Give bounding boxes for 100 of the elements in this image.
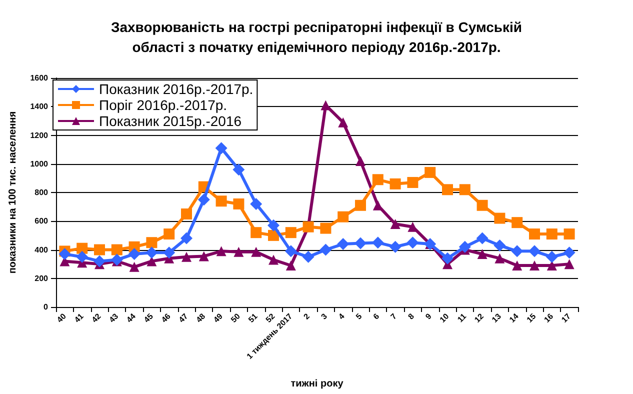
point bbox=[458, 240, 471, 253]
x-tick-label: 42 bbox=[90, 311, 104, 324]
point bbox=[546, 250, 558, 263]
point bbox=[563, 246, 576, 259]
point bbox=[234, 246, 244, 257]
x-tick-label: 7 bbox=[388, 311, 399, 322]
x-tick-label: 16 bbox=[542, 311, 556, 324]
x-tick-label: 48 bbox=[194, 311, 208, 324]
legend-label: Показник 2015р.-2016 bbox=[99, 113, 242, 129]
point bbox=[512, 217, 523, 228]
point bbox=[406, 236, 419, 249]
x-tick-label: 3 bbox=[319, 311, 330, 322]
point bbox=[58, 248, 71, 260]
point bbox=[146, 237, 158, 248]
y-tick-label: 200 bbox=[34, 274, 49, 283]
point bbox=[477, 249, 488, 260]
point bbox=[389, 240, 402, 253]
x-tick-label: 10 bbox=[438, 311, 452, 324]
y-axis-title: показники на 100 тис. населення bbox=[8, 111, 18, 274]
point bbox=[529, 228, 540, 240]
point bbox=[76, 242, 88, 254]
point bbox=[285, 227, 296, 238]
point bbox=[181, 208, 192, 220]
legend-label: Поріг 2016р.-2017р. bbox=[99, 97, 228, 113]
x-tick-label: 15 bbox=[525, 311, 538, 324]
x-tick-label: 6 bbox=[372, 311, 382, 322]
point bbox=[494, 239, 506, 252]
y-tick-label: 600 bbox=[34, 216, 49, 226]
x-tick-label: 11 bbox=[456, 311, 468, 324]
point bbox=[146, 256, 157, 266]
point bbox=[198, 251, 209, 262]
point bbox=[356, 156, 366, 166]
point bbox=[476, 200, 488, 211]
point bbox=[476, 232, 488, 244]
point bbox=[354, 237, 366, 250]
point bbox=[129, 262, 140, 272]
point bbox=[215, 142, 228, 154]
point bbox=[128, 248, 140, 260]
point bbox=[198, 194, 210, 206]
x-tick-label: 17 bbox=[560, 311, 573, 324]
point bbox=[372, 236, 384, 249]
point bbox=[512, 260, 522, 270]
point bbox=[338, 117, 348, 128]
point bbox=[494, 212, 506, 224]
point bbox=[164, 228, 175, 240]
x-tick-label: 51 bbox=[246, 311, 260, 324]
x-tick-label: 12 bbox=[472, 311, 486, 324]
point bbox=[268, 219, 280, 232]
chart-title: Захворюваність на гострі респіраторні інфекції в Сумській області з початку епідемічного періоду 2016р.-2017р. bbox=[110, 19, 522, 55]
point bbox=[320, 244, 332, 256]
x-tick-label: 49 bbox=[212, 311, 225, 324]
point bbox=[302, 250, 314, 263]
y-tick-label: 800 bbox=[34, 188, 49, 197]
x-tick-label: 46 bbox=[160, 311, 173, 324]
point bbox=[180, 232, 192, 244]
point bbox=[546, 228, 558, 240]
point bbox=[94, 244, 105, 256]
point bbox=[564, 228, 575, 240]
point bbox=[337, 238, 350, 250]
point bbox=[94, 255, 106, 268]
x-axis-title: тижні року bbox=[290, 378, 344, 390]
legend-label: Показник 2016р.-2017р. bbox=[99, 81, 254, 97]
point bbox=[355, 200, 366, 211]
point bbox=[338, 211, 349, 222]
x-tick-label: 44 bbox=[124, 311, 138, 324]
x-tick-label: 43 bbox=[107, 311, 120, 324]
y-tick-label: 400 bbox=[34, 245, 49, 254]
point bbox=[250, 198, 262, 210]
x-tick-label: 47 bbox=[177, 311, 190, 324]
y-tick-label: 0 bbox=[44, 302, 49, 312]
point bbox=[390, 218, 400, 229]
point bbox=[530, 260, 540, 270]
point bbox=[424, 166, 436, 178]
point bbox=[494, 253, 505, 264]
point bbox=[250, 227, 262, 238]
point bbox=[110, 254, 123, 266]
point bbox=[233, 198, 244, 210]
y-tick-label: 1000 bbox=[30, 159, 49, 168]
y-tick-label: 1400 bbox=[30, 102, 49, 112]
point bbox=[163, 246, 176, 259]
point bbox=[372, 200, 383, 210]
point bbox=[232, 164, 245, 176]
point bbox=[216, 246, 226, 256]
point bbox=[182, 252, 192, 262]
x-tick-label: 14 bbox=[508, 311, 521, 324]
x-tick-label: 9 bbox=[424, 311, 434, 322]
x-tick-label: 52 bbox=[264, 311, 278, 324]
point bbox=[216, 196, 227, 207]
point bbox=[442, 252, 454, 264]
point bbox=[372, 174, 384, 186]
y-tick-label: 1200 bbox=[30, 130, 49, 140]
point bbox=[76, 250, 88, 263]
y-tick-label: 1600 bbox=[30, 74, 49, 82]
point bbox=[320, 222, 332, 234]
point bbox=[459, 184, 470, 196]
point bbox=[442, 184, 453, 196]
point bbox=[286, 260, 296, 270]
x-tick-label: 8 bbox=[406, 311, 416, 322]
point bbox=[251, 246, 262, 257]
point bbox=[111, 244, 122, 256]
